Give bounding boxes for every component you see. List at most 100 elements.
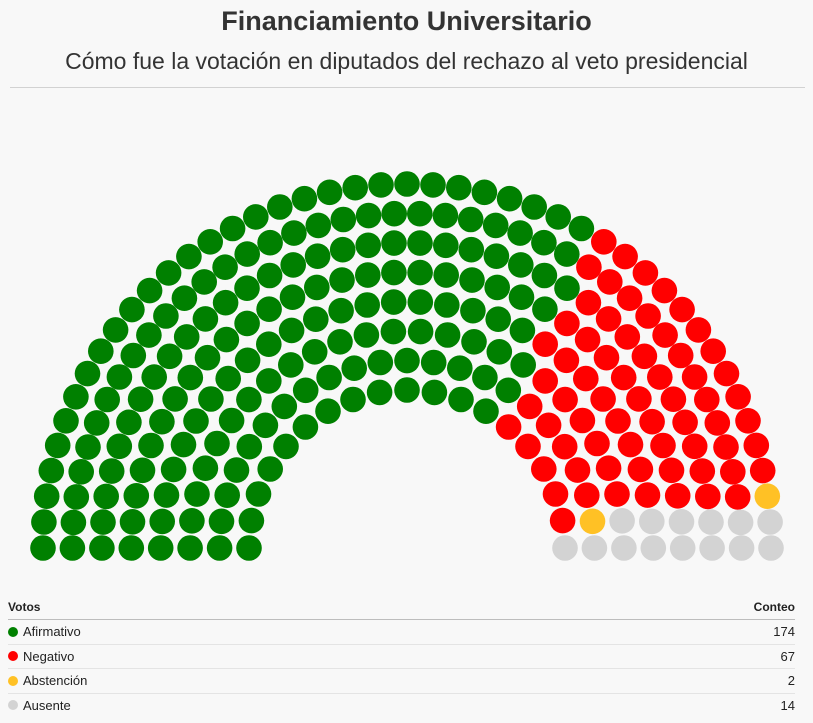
- seat-negativo: [574, 326, 601, 353]
- seat-afirmativo: [257, 229, 283, 256]
- seat-afirmativo: [509, 317, 536, 344]
- seat-afirmativo: [366, 379, 393, 406]
- seat-afirmativo: [176, 243, 202, 270]
- seat-afirmativo: [340, 386, 366, 413]
- seat-negativo: [743, 432, 770, 459]
- seat-afirmativo: [273, 433, 299, 460]
- seat-afirmativo: [177, 364, 204, 391]
- seat-negativo: [531, 456, 557, 482]
- seat-afirmativo: [461, 329, 487, 355]
- seat-negativo: [575, 289, 602, 316]
- seat-afirmativo: [129, 457, 156, 484]
- seat-negativo: [704, 410, 731, 436]
- seat-afirmativo: [153, 482, 180, 508]
- seat-negativo: [713, 434, 739, 460]
- seat-afirmativo: [252, 412, 279, 439]
- seat-afirmativo: [484, 274, 511, 301]
- legend-swatch-negativo: [8, 651, 18, 662]
- seat-afirmativo: [531, 262, 558, 289]
- seat-negativo: [667, 342, 694, 369]
- seat-negativo: [700, 338, 726, 364]
- seat-afirmativo: [204, 430, 230, 457]
- seat-afirmativo: [212, 289, 239, 316]
- seat-afirmativo: [214, 482, 240, 509]
- seat-afirmativo: [278, 317, 305, 344]
- seat-afirmativo: [280, 252, 307, 278]
- seat-ausente: [611, 535, 637, 561]
- seat-negativo: [604, 481, 630, 507]
- seat-afirmativo: [147, 535, 174, 561]
- seat-afirmativo: [102, 317, 129, 343]
- seat-abstencion: [579, 508, 606, 535]
- seat-afirmativo: [215, 365, 241, 392]
- seat-negativo: [605, 408, 631, 434]
- seat-afirmativo: [53, 408, 79, 434]
- seat-afirmativo: [208, 508, 235, 535]
- seat-afirmativo: [407, 200, 433, 227]
- seat-negativo: [681, 364, 708, 390]
- seat-afirmativo: [160, 456, 187, 483]
- seat-afirmativo: [460, 297, 486, 324]
- seat-negativo: [532, 331, 558, 357]
- legend-votes-header: Votos: [8, 600, 41, 614]
- seat-afirmativo: [458, 236, 485, 263]
- seat-negativo: [664, 483, 691, 509]
- seat-afirmativo: [155, 260, 182, 286]
- seat-afirmativo: [93, 483, 119, 510]
- seat-negativo: [573, 365, 599, 392]
- legend-label-afirmativo: Afirmativo: [23, 624, 81, 640]
- seat-negativo: [695, 483, 721, 510]
- seat-afirmativo: [267, 194, 293, 220]
- seat-afirmativo: [234, 275, 260, 301]
- seat-negativo: [535, 412, 562, 439]
- seat-afirmativo: [301, 339, 328, 365]
- seat-afirmativo: [279, 284, 306, 310]
- seat-afirmativo: [316, 364, 342, 391]
- seat-afirmativo: [119, 509, 146, 535]
- seat-afirmativo: [162, 386, 188, 412]
- seat-ausente: [727, 509, 754, 536]
- seat-afirmativo: [156, 343, 183, 370]
- seat-negativo: [626, 386, 652, 412]
- seat-afirmativo: [192, 455, 219, 482]
- seat-negativo: [516, 393, 543, 420]
- seat-negativo: [595, 455, 622, 482]
- seat-negativo: [617, 431, 644, 458]
- seat-ausente: [609, 508, 635, 534]
- seat-ausente: [639, 508, 665, 535]
- seat-afirmativo: [531, 229, 557, 256]
- title-divider: [10, 87, 805, 88]
- seat-negativo: [652, 322, 678, 348]
- seat-negativo: [631, 343, 658, 370]
- seat-afirmativo: [447, 355, 473, 382]
- seat-afirmativo: [68, 459, 94, 485]
- seat-afirmativo: [170, 431, 197, 458]
- seat-afirmativo: [281, 220, 307, 246]
- legend-count-afirmativo: 174: [773, 624, 795, 640]
- seat-afirmativo: [127, 386, 154, 413]
- seat-afirmativo: [381, 259, 407, 286]
- seat-afirmativo: [433, 232, 459, 259]
- seat-negativo: [515, 433, 541, 460]
- seat-afirmativo: [83, 410, 110, 436]
- seat-afirmativo: [256, 262, 283, 289]
- seat-afirmativo: [119, 296, 145, 323]
- seat-negativo: [725, 384, 751, 410]
- seat-afirmativo: [486, 339, 513, 365]
- seat-ausente: [669, 535, 696, 561]
- seat-ausente: [640, 535, 667, 561]
- seat-afirmativo: [118, 535, 145, 561]
- seat-afirmativo: [495, 377, 522, 404]
- legend-table: Votos Conteo Afirmativo 174 Negativo 67 …: [8, 600, 795, 717]
- seat-ausente: [757, 509, 783, 535]
- seat-negativo: [590, 386, 616, 412]
- seat-negativo: [713, 360, 740, 387]
- seat-afirmativo: [63, 484, 90, 510]
- seat-afirmativo: [138, 432, 164, 459]
- legend-row-ausente: Ausente 14: [8, 694, 795, 718]
- seat-afirmativo: [327, 329, 353, 355]
- seat-afirmativo: [448, 386, 474, 413]
- legend-count-negativo: 67: [780, 648, 795, 664]
- seat-negativo: [658, 457, 685, 484]
- seat-afirmativo: [473, 398, 499, 425]
